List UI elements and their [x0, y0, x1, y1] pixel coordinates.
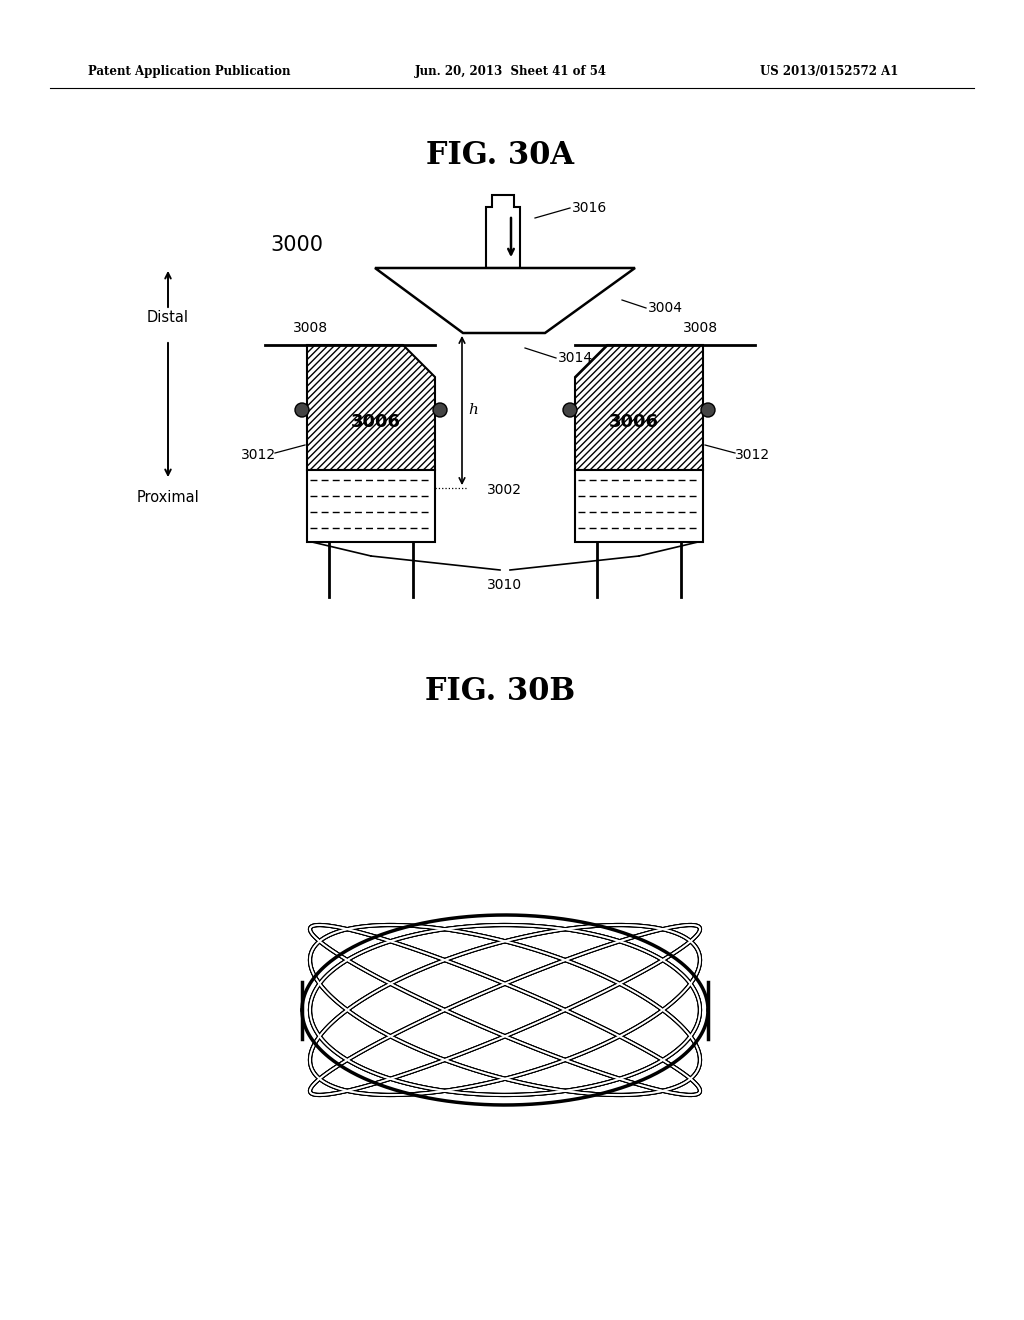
Text: 3012: 3012: [734, 447, 770, 462]
Text: 3016: 3016: [572, 201, 607, 215]
Text: h: h: [468, 404, 478, 417]
Text: Distal: Distal: [147, 310, 189, 326]
Text: 3008: 3008: [293, 321, 328, 335]
Text: 3012: 3012: [241, 447, 275, 462]
Text: 3008: 3008: [682, 321, 718, 335]
Text: 3002: 3002: [486, 483, 521, 498]
Text: FIG. 30B: FIG. 30B: [425, 676, 575, 708]
Text: 3000: 3000: [270, 235, 323, 255]
Text: 3006: 3006: [351, 413, 401, 432]
Text: 3014: 3014: [558, 351, 593, 366]
Text: 3004: 3004: [648, 301, 683, 315]
Circle shape: [295, 403, 309, 417]
Text: Proximal: Proximal: [136, 490, 200, 504]
Bar: [307, 470, 435, 543]
Polygon shape: [486, 195, 520, 268]
Polygon shape: [375, 268, 635, 333]
Text: Jun. 20, 2013  Sheet 41 of 54: Jun. 20, 2013 Sheet 41 of 54: [415, 66, 607, 78]
Circle shape: [563, 403, 577, 417]
Text: US 2013/0152572 A1: US 2013/0152572 A1: [760, 66, 898, 78]
Text: 3006: 3006: [609, 413, 659, 432]
Circle shape: [701, 403, 715, 417]
Text: Patent Application Publication: Patent Application Publication: [88, 66, 291, 78]
Polygon shape: [307, 345, 435, 470]
Circle shape: [433, 403, 447, 417]
Polygon shape: [575, 345, 703, 470]
Bar: [575, 470, 703, 543]
Text: FIG. 30A: FIG. 30A: [426, 140, 574, 170]
Text: 3010: 3010: [487, 578, 522, 591]
